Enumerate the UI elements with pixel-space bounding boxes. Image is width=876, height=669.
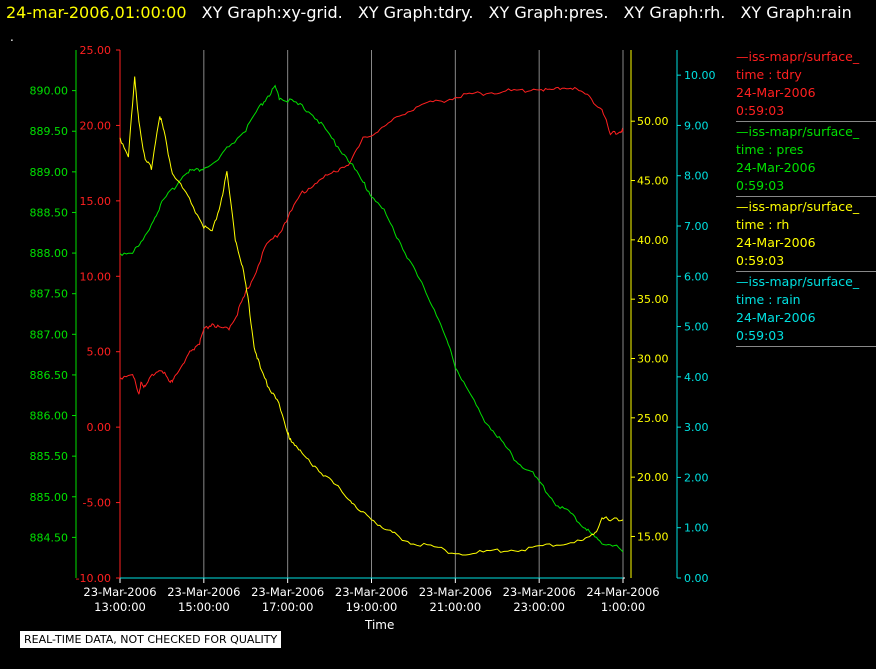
rain-tick-label: 1.00	[684, 522, 709, 535]
header-dot: .	[10, 30, 14, 44]
chart-header: 24-mar-2006,01:00:00 XY Graph:xy-grid. X…	[6, 3, 852, 22]
rh-tick-label: 50.00	[637, 115, 669, 128]
rain-tick-label: 7.00	[684, 220, 709, 233]
x-tick-label-time: 23:00:00	[513, 600, 565, 614]
legend-entry-rh: —iss-mapr/surface_ time : rh 24-Mar-2006…	[736, 198, 876, 272]
x-tick-label-date: 23-Mar-2006	[419, 585, 492, 599]
pres-tick-label: 889.00	[30, 166, 69, 179]
legend-source: —iss-mapr/surface_	[736, 49, 860, 64]
legend-variable: time : pres	[736, 142, 804, 157]
rh-tick-label: 45.00	[637, 175, 669, 188]
rain-tick-label: 4.00	[684, 371, 709, 384]
graph-title-tdry: XY Graph:tdry.	[357, 3, 474, 22]
pres-tick-label: 887.50	[30, 288, 69, 301]
legend-variable: time : tdry	[736, 67, 802, 82]
x-tick-label-date: 23-Mar-2006	[83, 585, 156, 599]
pres-tick-label: 887.00	[30, 328, 69, 341]
rain-tick-label: 2.00	[684, 471, 709, 484]
x-tick-label-time: 15:00:00	[178, 600, 230, 614]
legend-time: 0:59:03	[736, 178, 785, 193]
pres-tick-label: 884.50	[30, 531, 69, 544]
rain-tick-label: 5.00	[684, 321, 709, 334]
rain-tick-label: 9.00	[684, 119, 709, 132]
tdry-tick-label: -5.00	[83, 497, 111, 510]
graph-title-pres: XY Graph:pres.	[488, 3, 609, 22]
x-axis-label: Time	[365, 618, 395, 632]
x-tick-label-time: 13:00:00	[94, 600, 146, 614]
rh-tick-label: 25.00	[637, 412, 669, 425]
tdry-tick-label: 20.00	[80, 119, 112, 132]
pres-tick-label: 888.00	[30, 247, 69, 260]
legend-date: 24-Mar-2006	[736, 160, 816, 175]
timestamp: 24-mar-2006,01:00:00	[6, 3, 187, 22]
rh-tick-label: 20.00	[637, 471, 669, 484]
legend-source: —iss-mapr/surface_	[736, 124, 860, 139]
pres-tick-label: 885.50	[30, 450, 69, 463]
legend-entry-pres: —iss-mapr/surface_ time : pres 24-Mar-20…	[736, 123, 876, 197]
rh-tick-label: 15.00	[637, 530, 669, 543]
series-line-tdry	[119, 86, 624, 395]
graph-title-rain: XY Graph:rain	[740, 3, 852, 22]
series-line-pres	[119, 84, 624, 553]
pres-tick-label: 886.00	[30, 410, 69, 423]
graph-title-xy-grid: XY Graph:xy-grid.	[201, 3, 343, 22]
graph-title-rh: XY Graph:rh.	[623, 3, 726, 22]
rain-tick-label: 0.00	[684, 572, 709, 585]
legend-time: 0:59:03	[736, 328, 785, 343]
rain-tick-label: 6.00	[684, 270, 709, 283]
x-tick-label-time: 17:00:00	[262, 600, 314, 614]
legend-source: —iss-mapr/surface_	[736, 199, 860, 214]
rain-tick-label: 10.00	[684, 69, 716, 82]
pres-tick-label: 889.50	[30, 125, 69, 138]
legend-date: 24-Mar-2006	[736, 310, 816, 325]
tdry-tick-label: 0.00	[87, 421, 112, 434]
series-line-rh	[119, 76, 624, 556]
pres-tick-label: 888.50	[30, 206, 69, 219]
rain-tick-label: 8.00	[684, 170, 709, 183]
x-tick-label-date: 23-Mar-2006	[335, 585, 408, 599]
x-tick-label-date: 23-Mar-2006	[167, 585, 240, 599]
tdry-tick-label: 5.00	[87, 346, 112, 359]
legend-time: 0:59:03	[736, 253, 785, 268]
pres-tick-label: 890.00	[30, 85, 69, 98]
tdry-tick-label: -10.00	[76, 572, 111, 585]
legend-source: —iss-mapr/surface_	[736, 274, 860, 289]
x-tick-label-time: 21:00:00	[430, 600, 482, 614]
rain-tick-label: 3.00	[684, 421, 709, 434]
legend-time: 0:59:03	[736, 103, 785, 118]
x-tick-label-date: 23-Mar-2006	[251, 585, 324, 599]
x-tick-label-time: 1:00:00	[601, 600, 645, 614]
legend-variable: time : rh	[736, 217, 790, 232]
legend-variable: time : rain	[736, 292, 801, 307]
pres-tick-label: 886.50	[30, 369, 69, 382]
legend: —iss-mapr/surface_ time : tdry 24-Mar-20…	[736, 48, 876, 348]
pres-tick-label: 885.00	[30, 491, 69, 504]
legend-entry-tdry: —iss-mapr/surface_ time : tdry 24-Mar-20…	[736, 48, 876, 122]
rh-tick-label: 30.00	[637, 352, 669, 365]
x-tick-label-date: 24-Mar-2006	[586, 585, 659, 599]
legend-date: 24-Mar-2006	[736, 235, 816, 250]
quality-disclaimer: REAL-TIME DATA, NOT CHECKED FOR QUALITY	[20, 631, 282, 648]
tdry-tick-label: 15.00	[80, 195, 112, 208]
x-tick-label-time: 19:00:00	[346, 600, 398, 614]
tdry-tick-label: 25.00	[80, 44, 112, 57]
tdry-tick-label: 10.00	[80, 270, 112, 283]
rh-tick-label: 35.00	[637, 293, 669, 306]
rh-tick-label: 40.00	[637, 234, 669, 247]
legend-date: 24-Mar-2006	[736, 85, 816, 100]
legend-entry-rain: —iss-mapr/surface_ time : rain 24-Mar-20…	[736, 273, 876, 347]
x-tick-label-date: 23-Mar-2006	[503, 585, 576, 599]
